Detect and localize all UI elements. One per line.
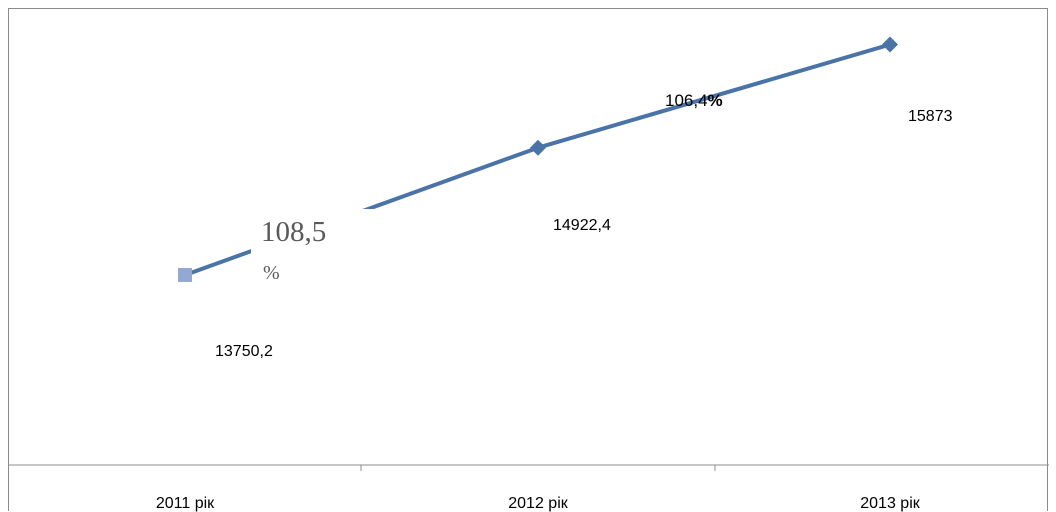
data-point-marker-2012 xyxy=(530,139,546,156)
x-tick-label-2011: 2011 рік xyxy=(156,495,215,512)
growth-label-2013-percent: % xyxy=(708,91,723,110)
chart-area: 2011 рік 2012 рік 2013 рік 13750,2 14922… xyxy=(8,8,1049,512)
x-tick-label-2013: 2013 рік xyxy=(860,495,920,512)
growth-label-2012-percent: % xyxy=(263,262,280,284)
value-label-2012: 14922,4 xyxy=(553,217,611,234)
growth-label-2013: 106,4% xyxy=(665,91,723,110)
growth-label-2012-number: 108,5 xyxy=(261,216,326,248)
growth-label-box-1 xyxy=(251,209,377,289)
data-point-marker-2013 xyxy=(882,36,898,53)
line-chart: 2011 рік 2012 рік 2013 рік 13750,2 14922… xyxy=(9,36,1049,512)
growth-label-2013-number: 106,4 xyxy=(665,91,708,110)
value-label-2011: 13750,2 xyxy=(215,343,273,360)
value-label-2013: 15873 xyxy=(908,108,953,125)
data-point-marker-2011 xyxy=(178,267,192,282)
x-tick-label-2012: 2012 рік xyxy=(508,495,568,512)
